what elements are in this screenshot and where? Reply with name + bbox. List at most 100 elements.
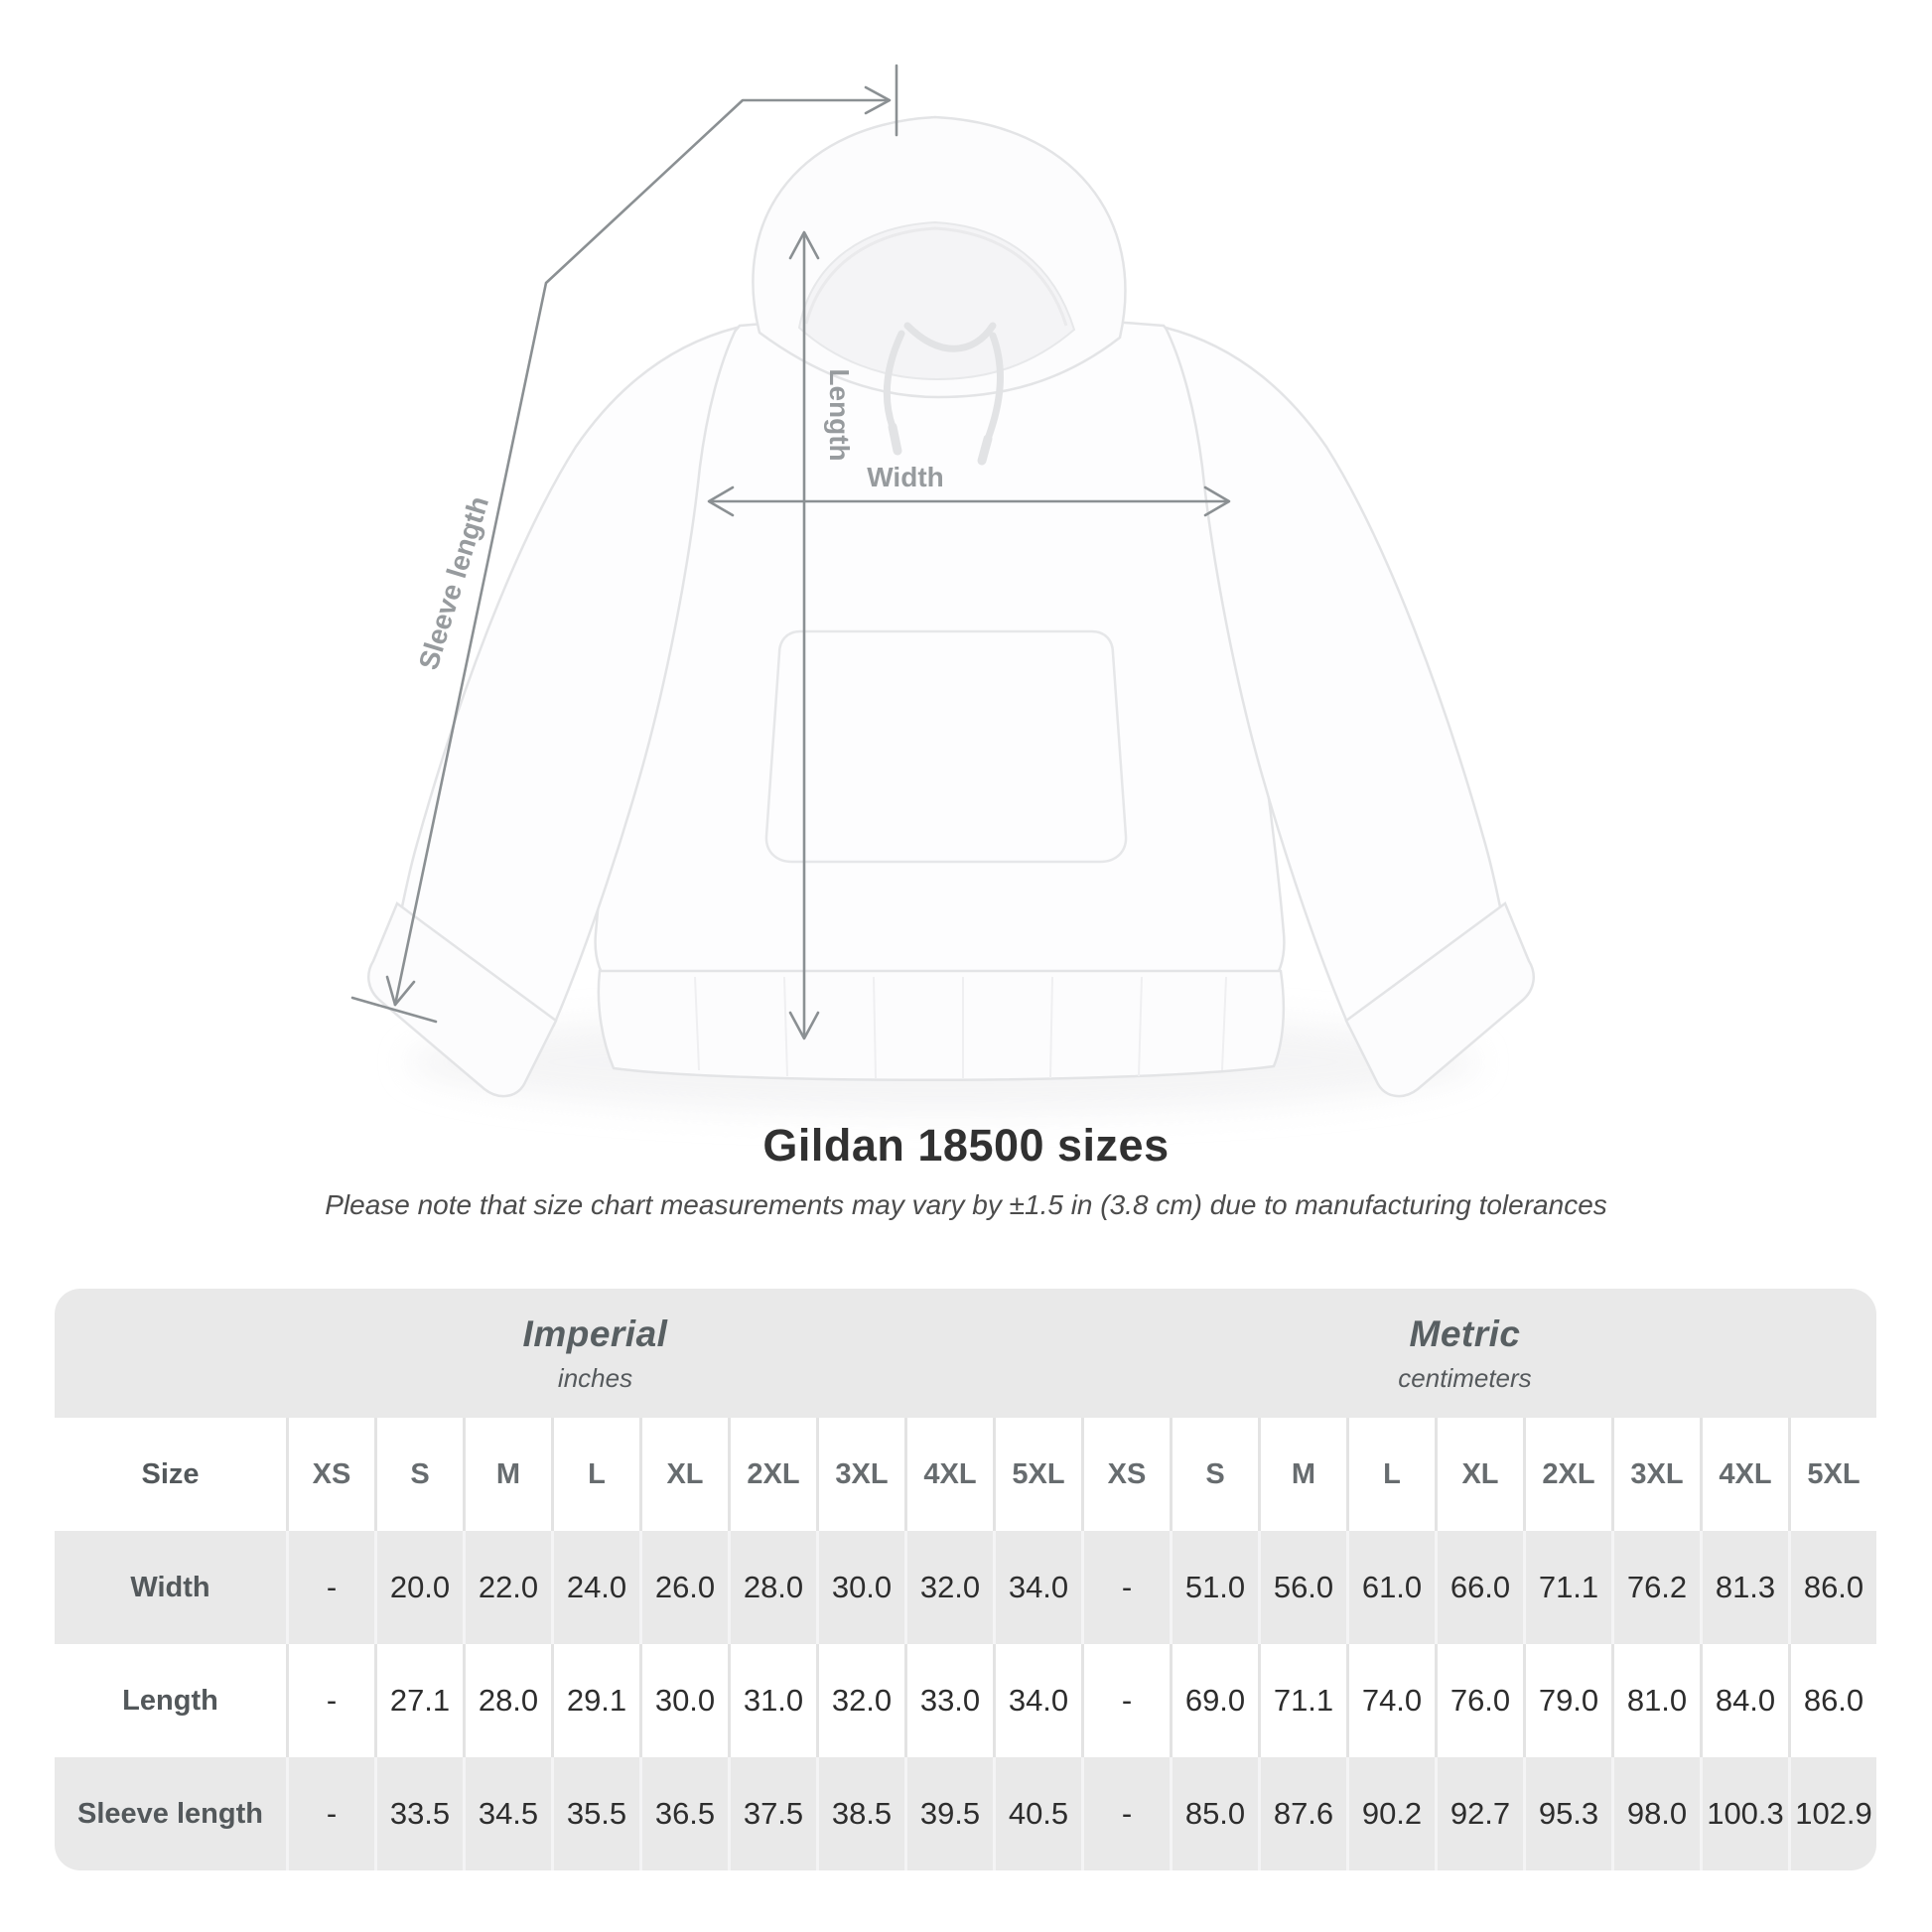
table-cell: 31.0 [728, 1644, 816, 1757]
table-cell: 92.7 [1435, 1757, 1523, 1870]
table-cell: 71.1 [1523, 1531, 1611, 1644]
column-header: 3XL [1611, 1418, 1700, 1531]
width-dimension-label: Width [867, 462, 944, 492]
table-cell: 76.0 [1435, 1644, 1523, 1757]
page-title: Gildan 18500 sizes [762, 1120, 1170, 1171]
table-cell: 69.0 [1170, 1644, 1258, 1757]
unit-group-imperial: Imperial inches [55, 1289, 1081, 1418]
column-header: 5XL [1788, 1418, 1876, 1531]
size-header-label: Size [141, 1457, 200, 1490]
table-cell: 95.3 [1523, 1757, 1611, 1870]
table-cell: 76.2 [1611, 1531, 1700, 1644]
table-cell: 87.6 [1258, 1757, 1346, 1870]
column-header: M [463, 1418, 551, 1531]
sleeve-arrow-right [864, 85, 892, 115]
table-cell: 39.5 [904, 1757, 993, 1870]
unit-group-name: Metric [1409, 1312, 1521, 1354]
table-cell: 34.0 [993, 1644, 1081, 1757]
table-cell: 102.9 [1788, 1757, 1876, 1870]
table-row-sleeve-length: Sleeve length - 33.5 34.5 35.5 36.5 37.5… [55, 1757, 1876, 1870]
table-cell: 22.0 [463, 1531, 551, 1644]
table-cell: 84.0 [1700, 1644, 1788, 1757]
table-cell: 40.5 [993, 1757, 1081, 1870]
table-cell: 33.0 [904, 1644, 993, 1757]
length-arrow-up [788, 230, 820, 260]
sleeve-dimension-line [393, 98, 890, 1007]
column-header: XL [1435, 1418, 1523, 1531]
table-cell: 35.5 [551, 1757, 639, 1870]
table-cell: 61.0 [1346, 1531, 1435, 1644]
table-cell: 98.0 [1611, 1757, 1700, 1870]
unit-group-metric: Metric centimeters [1081, 1289, 1876, 1418]
column-header: 4XL [904, 1418, 993, 1531]
left-cuff [367, 901, 558, 1098]
row-label: Width [130, 1571, 210, 1603]
column-header: L [551, 1418, 639, 1531]
table-cell: 36.5 [639, 1757, 728, 1870]
table-cell: 32.0 [904, 1531, 993, 1644]
hood-opening [797, 220, 1076, 381]
table-cell: - [1081, 1531, 1170, 1644]
column-header: 3XL [816, 1418, 904, 1531]
table-cell: 30.0 [639, 1644, 728, 1757]
table-cell: 20.0 [374, 1531, 463, 1644]
column-header: XS [286, 1418, 374, 1531]
table-cell: 37.5 [728, 1757, 816, 1870]
unit-band: Imperial inches Metric centimeters [55, 1289, 1876, 1418]
table-cell: - [286, 1757, 374, 1870]
table-cell: 86.0 [1788, 1531, 1876, 1644]
table-cell: 74.0 [1346, 1644, 1435, 1757]
dimension-lines [350, 64, 1231, 1040]
table-cell: 51.0 [1170, 1531, 1258, 1644]
column-header: 4XL [1700, 1418, 1788, 1531]
length-dimension-label: Length [824, 368, 855, 461]
row-label: Sleeve length [77, 1797, 263, 1830]
table-row-length: Length - 27.1 28.0 29.1 30.0 31.0 32.0 3… [55, 1644, 1876, 1757]
table-cell: 81.0 [1611, 1644, 1700, 1757]
table-cell: - [1081, 1644, 1170, 1757]
size-table: Imperial inches Metric centimeters Size … [55, 1289, 1876, 1870]
table-cell: 86.0 [1788, 1644, 1876, 1757]
table-cell: 33.5 [374, 1757, 463, 1870]
column-header: 2XL [728, 1418, 816, 1531]
width-arrow-right [1203, 485, 1231, 517]
column-header: M [1258, 1418, 1346, 1531]
hoodie-illustration: Width Length Sleeve length [350, 64, 1535, 1114]
length-arrow-down [788, 1011, 820, 1040]
table-cell: - [286, 1644, 374, 1757]
column-header: XL [639, 1418, 728, 1531]
kangaroo-pocket [764, 629, 1128, 864]
table-cell: 100.3 [1700, 1757, 1788, 1870]
unit-group-unit: centimeters [1398, 1362, 1532, 1393]
row-label: Length [122, 1684, 218, 1717]
table-cell: 66.0 [1435, 1531, 1523, 1644]
column-header: 5XL [993, 1418, 1081, 1531]
tolerance-note: Please note that size chart measurements… [325, 1189, 1607, 1220]
table-cell: 34.0 [993, 1531, 1081, 1644]
column-header: 2XL [1523, 1418, 1611, 1531]
width-arrow-left [707, 485, 735, 517]
table-cell: 90.2 [1346, 1757, 1435, 1870]
table-cell: 30.0 [816, 1531, 904, 1644]
table-cell: 32.0 [816, 1644, 904, 1757]
column-header: L [1346, 1418, 1435, 1531]
table-cell: - [286, 1531, 374, 1644]
table-cell: 28.0 [463, 1644, 551, 1757]
table-cell: 24.0 [551, 1531, 639, 1644]
table-cell: 29.1 [551, 1644, 639, 1757]
table-cell: 71.1 [1258, 1644, 1346, 1757]
unit-group-unit: inches [557, 1362, 633, 1393]
size-header-row: Size XS S M L XL 2XL 3XL 4XL 5XL XS S M … [55, 1418, 1876, 1531]
hoodie-hem-band [597, 969, 1286, 1081]
drawstrings [883, 322, 1004, 466]
table-cell: 26.0 [639, 1531, 728, 1644]
table-cell: 27.1 [374, 1644, 463, 1757]
column-header: S [374, 1418, 463, 1531]
unit-group-name: Imperial [522, 1312, 668, 1354]
column-header: XS [1081, 1418, 1170, 1531]
table-cell: 85.0 [1170, 1757, 1258, 1870]
table-row-width: Width - 20.0 22.0 24.0 26.0 28.0 30.0 32… [55, 1531, 1876, 1644]
table-cell: 38.5 [816, 1757, 904, 1870]
column-header: S [1170, 1418, 1258, 1531]
